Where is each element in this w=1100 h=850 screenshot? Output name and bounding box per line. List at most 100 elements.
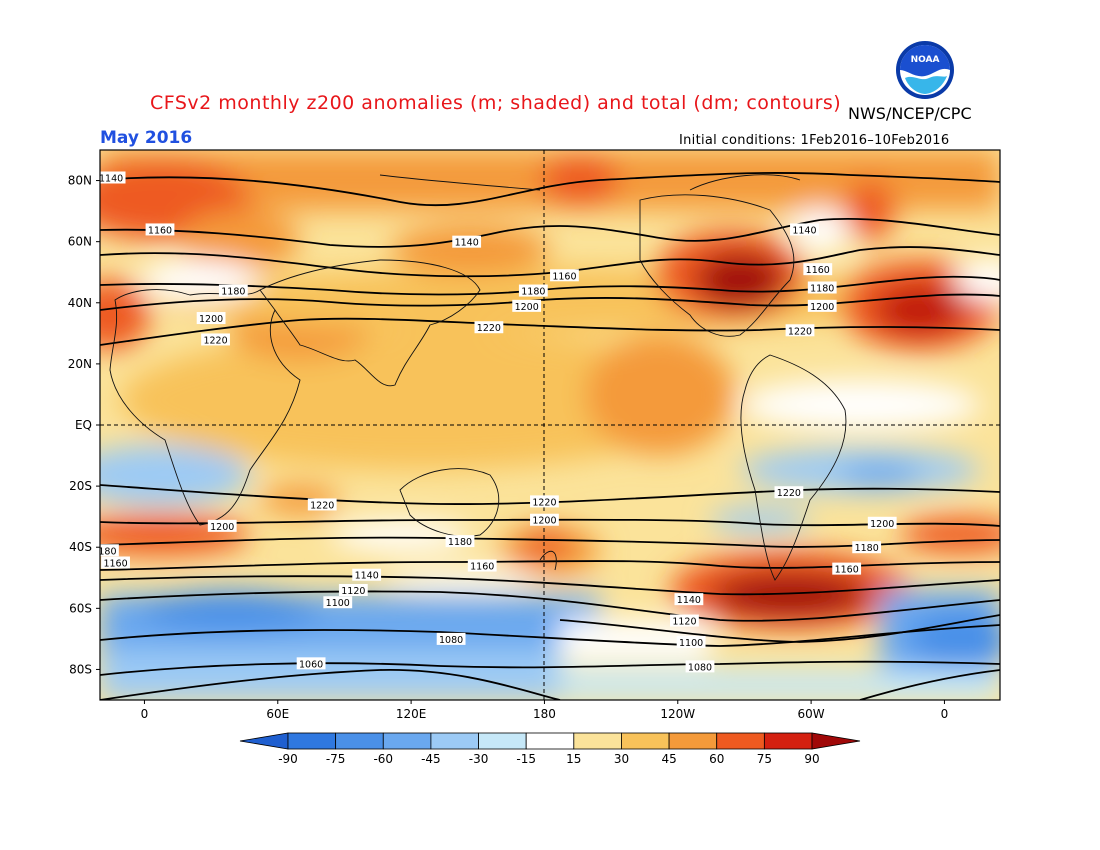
lon-tick-label: 120W	[660, 707, 695, 721]
contour-label-box	[807, 281, 837, 294]
contour-label: 1200	[515, 302, 539, 313]
contour-label-box	[852, 541, 882, 554]
contour-label: 1180	[521, 287, 545, 298]
contour-label: 1220	[777, 488, 801, 499]
contour-label-box	[685, 660, 715, 673]
contour-label: 1080	[688, 662, 712, 673]
contour-label: 1160	[148, 225, 172, 236]
colorbar-tick-label: 75	[757, 752, 772, 766]
colorbar-min-arrow	[239, 732, 289, 750]
colorbar-swatch	[525, 732, 575, 750]
contour-label: 1180	[810, 284, 834, 295]
colorbar-tick-label: -45	[421, 752, 441, 766]
colorbar-tick-label: 90	[804, 752, 819, 766]
lon-tick-label: 60E	[266, 707, 289, 721]
lon-tick-label: 60W	[798, 707, 825, 721]
lon-tick-label: 120E	[396, 707, 427, 721]
contour-label-box	[785, 324, 815, 337]
contour-label: 1160	[835, 565, 859, 576]
colorbar-tick-label: 15	[566, 752, 581, 766]
colorbar-tick-label: -75	[326, 752, 346, 766]
colorbar-max-arrow	[811, 732, 861, 750]
noaa-logo-wave-icon	[905, 76, 947, 94]
noaa-logo: NOAA	[896, 41, 954, 99]
contour-label: 1220	[477, 323, 501, 334]
contour-label-box	[803, 263, 833, 276]
colorbar-tick-label: -15	[516, 752, 536, 766]
contour-label-box	[338, 584, 368, 596]
lat-tick-label: 80N	[68, 174, 92, 188]
colorbar-tick-label: 60	[709, 752, 724, 766]
contour-label-box	[676, 635, 706, 648]
contour-label: 1160	[103, 559, 127, 570]
colorbar-swatch	[287, 732, 337, 750]
contour-label: 1200	[810, 302, 834, 313]
contour-label: 1220	[310, 500, 334, 511]
height-contours	[100, 172, 1000, 700]
lon-tick-label: 180	[533, 707, 556, 721]
contour-label-box	[790, 223, 819, 236]
contour-label-box	[807, 299, 837, 312]
contour-label-box	[867, 516, 897, 529]
contour-label: 1160	[552, 271, 576, 282]
lon-tick-label: 0	[941, 707, 949, 721]
colorbar-swatch	[335, 732, 384, 750]
forecast-month: May 2016	[100, 128, 193, 148]
contour-label: 1200	[870, 519, 894, 530]
agency-label: NWS/NCEP/CPC	[848, 104, 972, 123]
lat-tick-label: 80S	[69, 662, 92, 676]
colorbar-swatch	[382, 732, 432, 750]
continent-outlines	[109, 174, 847, 581]
contour-label: 1200	[210, 522, 234, 533]
contour-label-box	[550, 269, 579, 282]
colorbar-swatch	[763, 732, 813, 750]
contour-label: 1140	[677, 595, 701, 606]
colorbar-swatch	[573, 732, 622, 750]
contour-label-box	[467, 559, 497, 572]
contour-label-box	[670, 614, 699, 627]
contour-label-box	[323, 596, 353, 609]
contour-label: 1120	[341, 586, 365, 597]
contour-label-box	[352, 568, 382, 581]
colorbar-tick-label: -90	[278, 752, 298, 766]
lat-tick-label: 40S	[69, 540, 92, 554]
contour-label: 1140	[355, 571, 379, 582]
longitude-axis: 0 60E 120E 180 120W 60W 0	[141, 700, 949, 721]
contour-label-box	[307, 498, 337, 511]
contour-label: 1140	[455, 238, 479, 249]
colorbar-tick-label: -60	[373, 752, 393, 766]
contour-label: 1080	[439, 635, 463, 646]
contour-label-box	[452, 235, 482, 248]
latitude-axis: 80N 60N 40N 20N EQ 20S 40S 60S 80S	[68, 174, 100, 676]
contour-label-box	[832, 562, 862, 575]
contour-label-box	[774, 486, 804, 499]
colorbar-swatch	[621, 732, 670, 750]
chart-title: CFSv2 monthly z200 anomalies (m; shaded)…	[150, 92, 842, 114]
colorbar: -90 -75 -60 -45 -30 -15 15 30 45 60 75 90	[239, 732, 861, 766]
contour-label: 1220	[788, 326, 812, 337]
contour-label: 1180	[448, 537, 472, 548]
contour-label: 1220	[203, 335, 227, 346]
contour-label: 1140	[99, 174, 123, 185]
contour-label: 1180	[221, 287, 245, 298]
contour-label-box	[145, 223, 175, 236]
contour-label-box	[674, 593, 704, 606]
contour-label-box	[100, 544, 119, 557]
colorbar-tick-label: 45	[661, 752, 676, 766]
contour-label: 1180	[92, 546, 116, 557]
contour-label-box	[100, 171, 126, 184]
noaa-logo-text: NOAA	[911, 55, 940, 65]
contour-label-box	[296, 657, 326, 670]
contour-label: 1100	[679, 638, 703, 649]
contour-label: 1200	[532, 516, 556, 527]
lat-tick-label: 60S	[69, 601, 92, 615]
contour-label-box	[201, 333, 230, 346]
contour-label-box	[196, 312, 226, 325]
colorbar-swatch	[668, 732, 718, 750]
contour-label: 1180	[855, 543, 879, 554]
contour-label: 1060	[299, 659, 323, 670]
lat-tick-label: EQ	[75, 418, 92, 432]
colorbar-tick-label: 30	[614, 752, 629, 766]
contour-label-box	[101, 556, 130, 569]
